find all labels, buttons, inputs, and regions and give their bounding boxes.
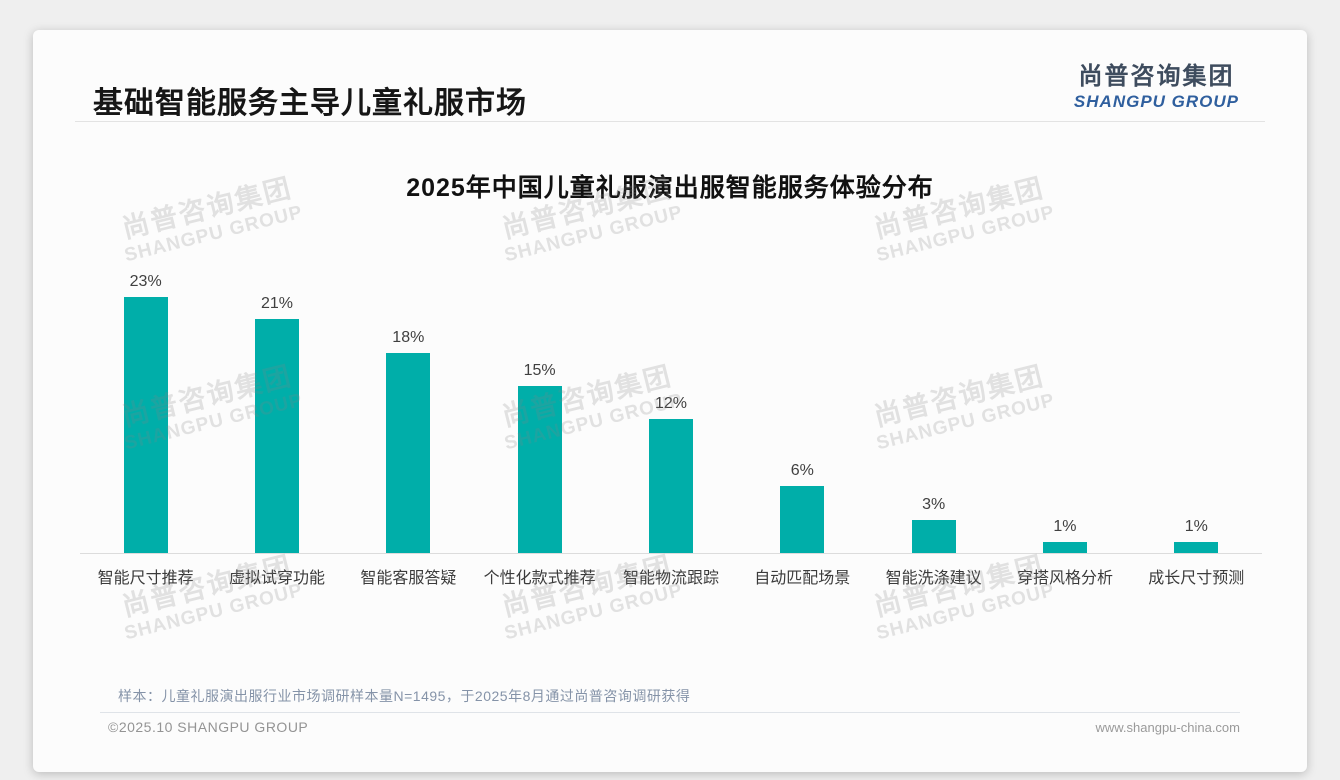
- bar-value-label: 15%: [523, 362, 556, 379]
- bar-value-label: 1%: [1053, 518, 1077, 535]
- header-divider: [75, 121, 1265, 122]
- bar-group: 23% 智能尺寸推荐: [80, 253, 211, 588]
- bar-group: 21% 虚拟试穿功能: [211, 253, 342, 588]
- bar-group: 3% 智能洗涤建议: [868, 253, 999, 588]
- bar: [123, 297, 168, 553]
- bar-value-label: 18%: [392, 329, 425, 346]
- bar-group: 18% 智能客服答疑: [343, 253, 474, 588]
- footer-copyright: ©2025.10 SHANGPU GROUP: [108, 719, 309, 735]
- page-title: 基础智能服务主导儿童礼服市场: [93, 87, 527, 120]
- bar: [911, 520, 956, 553]
- bar: [386, 353, 431, 553]
- bar-group: 1% 穿搭风格分析: [999, 253, 1130, 588]
- report-slide: 基础智能服务主导儿童礼服市场 尚普咨询集团 SHANGPU GROUP 2025…: [33, 30, 1307, 772]
- logo-english-text: SHANGPU GROUP: [1073, 92, 1239, 111]
- x-axis-category-label: 成长尺寸预测: [1148, 570, 1245, 587]
- bar-value-label: 12%: [654, 395, 687, 412]
- logo-chinese-text: 尚普咨询集团: [1078, 63, 1235, 90]
- bar: [1174, 542, 1219, 553]
- bar-value-label: 23%: [129, 273, 162, 290]
- bar-value-label: 1%: [1184, 518, 1208, 535]
- x-axis-category-label: 智能客服答疑: [360, 570, 457, 587]
- bar: [1042, 542, 1087, 553]
- x-axis-category-label: 个性化款式推荐: [483, 570, 596, 587]
- bar-value-label: 3%: [922, 496, 946, 513]
- chart-title: 2025年中国儿童礼服演出服智能服务体验分布: [406, 174, 934, 202]
- bar-group: 6% 自动匹配场景: [737, 253, 868, 588]
- bar-group: 15% 个性化款式推荐: [474, 253, 605, 588]
- x-axis-line: [80, 553, 1262, 554]
- bar-value-label: 6%: [790, 462, 814, 479]
- sample-note: 样本：儿童礼服演出服行业市场调研样本量N=1495，于2025年8月通过尚普咨询…: [118, 688, 691, 704]
- bar-group: 12% 智能物流跟踪: [605, 253, 736, 588]
- footer-divider: [100, 712, 1240, 713]
- x-axis-category-label: 智能物流跟踪: [622, 570, 719, 587]
- company-logo: 尚普咨询集团 SHANGPU GROUP: [1074, 56, 1239, 112]
- x-axis-category-label: 智能尺寸推荐: [97, 570, 194, 587]
- x-axis-category-label: 虚拟试穿功能: [228, 570, 325, 587]
- bar-chart: 23% 智能尺寸推荐 21% 虚拟试穿功能 18% 智能客服答疑 15% 个性化款式推荐 12%…: [80, 253, 1262, 588]
- bar: [780, 486, 825, 553]
- bar: [517, 386, 562, 553]
- x-axis-category-label: 智能洗涤建议: [885, 570, 982, 587]
- x-axis-category-label: 自动匹配场景: [754, 570, 851, 587]
- x-axis-category-label: 穿搭风格分析: [1016, 570, 1113, 587]
- bar-value-label: 21%: [260, 295, 293, 312]
- bar: [254, 319, 299, 553]
- bar: [648, 419, 693, 553]
- footer-website: www.shangpu-china.com: [1095, 720, 1240, 735]
- bar-group: 1% 成长尺寸预测: [1131, 253, 1262, 588]
